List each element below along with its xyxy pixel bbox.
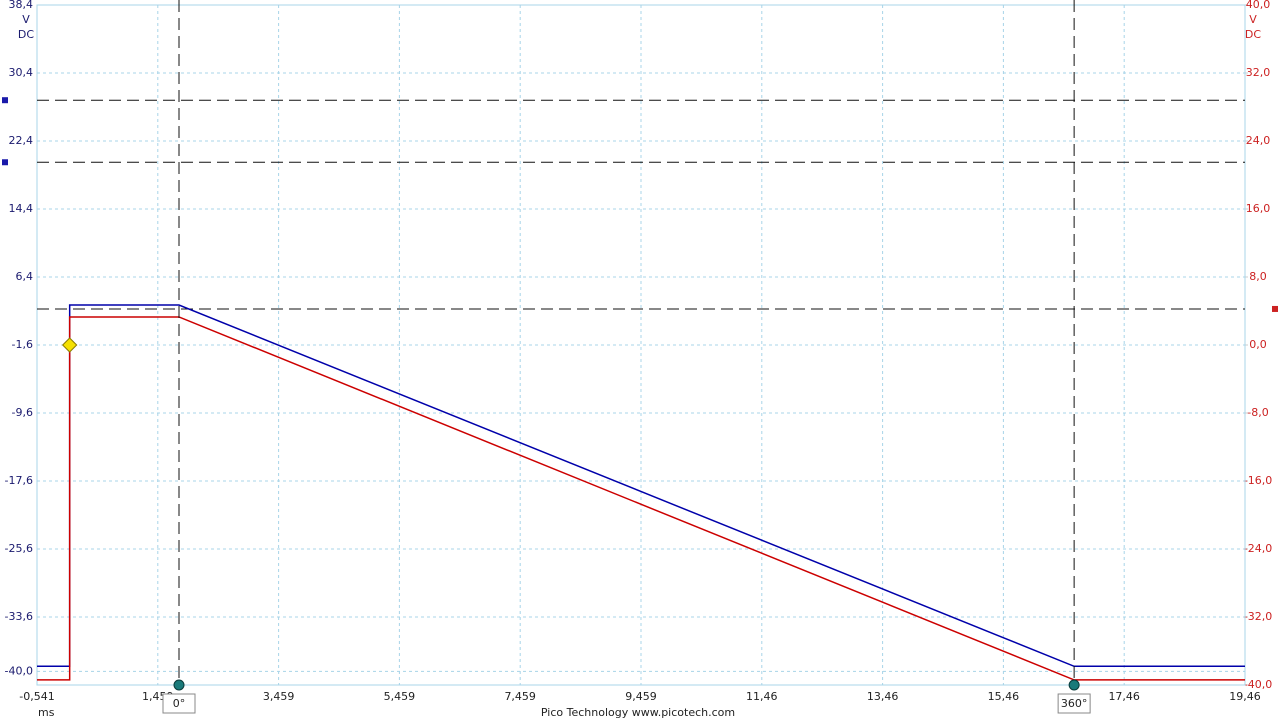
x-tick-label: 11,46 <box>746 690 778 703</box>
y2-unit: DC <box>1245 28 1261 41</box>
y-tick-label: 30,4 <box>9 66 34 79</box>
y2-tick-label: -40,0 <box>1244 678 1272 691</box>
level-handle <box>1272 305 1278 312</box>
y2-unit: V <box>1249 13 1257 26</box>
y-tick-label: -1,6 <box>12 338 33 351</box>
trace <box>37 316 1245 681</box>
y2-tick-label: 0,0 <box>1249 338 1267 351</box>
time-handle <box>173 679 185 691</box>
y2-tick-label: 32,0 <box>1246 66 1271 79</box>
y-tick-label: -9,6 <box>12 406 33 419</box>
y2-tick-label: 24,0 <box>1246 134 1271 147</box>
x-tick-label: -0,541 <box>19 690 54 703</box>
y-tick-label: 38,4 <box>9 0 34 11</box>
time-handle <box>1068 679 1080 691</box>
cursor-label-box <box>162 693 196 714</box>
y2-tick-label: 40,0 <box>1246 0 1271 11</box>
y-tick-label: -33,6 <box>5 610 33 623</box>
y2-tick-label: 16,0 <box>1246 202 1271 215</box>
x-tick-label: 3,459 <box>263 690 295 703</box>
y2-tick-label: -16,0 <box>1244 474 1272 487</box>
y-tick-label: 14,4 <box>9 202 34 215</box>
y-tick-label: 6,4 <box>16 270 34 283</box>
level-handle <box>2 97 8 104</box>
x-tick-label: 9,459 <box>625 690 657 703</box>
y-tick-label: -25,6 <box>5 542 33 555</box>
y2-tick-label: -24,0 <box>1244 542 1272 555</box>
x-tick-label: 13,46 <box>867 690 899 703</box>
y-tick-label: -17,6 <box>5 474 33 487</box>
x-tick-label: 19,46 <box>1229 690 1261 703</box>
y2-tick-label: 8,0 <box>1249 270 1267 283</box>
y2-tick-label: -8,0 <box>1247 406 1268 419</box>
cursor-label: 360° <box>1061 697 1088 710</box>
y-tick-label: 22,4 <box>9 134 34 147</box>
trigger-marker <box>61 337 78 353</box>
y-unit: V <box>22 13 30 26</box>
y-unit: DC <box>18 28 34 41</box>
cursor-label-box <box>1057 693 1091 714</box>
x-axis-label: ms <box>38 706 55 719</box>
level-handle <box>2 159 8 166</box>
trace <box>37 304 1245 668</box>
cursor-label: 0° <box>173 697 186 710</box>
y2-tick-label: -32,0 <box>1244 610 1272 623</box>
footer: Pico Technology www.picotech.com <box>541 706 735 719</box>
x-tick-label: 15,46 <box>988 690 1020 703</box>
x-tick-label: 7,459 <box>504 690 536 703</box>
x-tick-label: 5,459 <box>384 690 416 703</box>
x-tick-label: 17,46 <box>1108 690 1140 703</box>
y-tick-label: -40,0 <box>5 664 33 677</box>
plot-frame <box>36 4 1246 686</box>
